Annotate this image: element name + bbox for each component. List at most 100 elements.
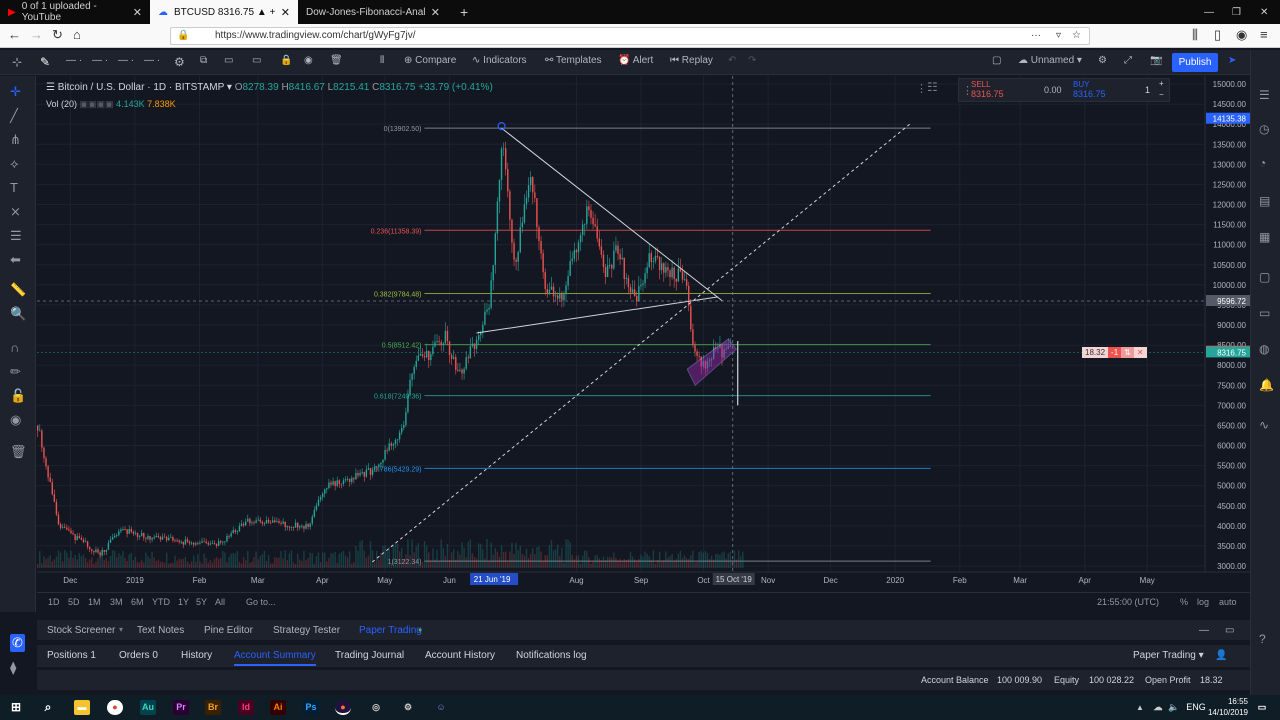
alert-button[interactable]: ⏰ Alert: [618, 55, 654, 66]
browser-tab-image[interactable]: Dow-Jones-Fibonacci-Analysis.png ✕: [298, 0, 448, 24]
lock-all-icon[interactable]: 🔓: [10, 388, 27, 403]
drag-handle-icon[interactable]: ⋮: [916, 83, 927, 95]
sell-button[interactable]: SELL 8316.75: [971, 80, 1031, 100]
minimize-panel-icon[interactable]: —: [1199, 625, 1209, 636]
range-all[interactable]: All: [215, 597, 226, 607]
replay-button[interactable]: ⏮ Replay: [670, 55, 713, 66]
sidebar-icon[interactable]: ▯: [1214, 27, 1222, 42]
steam-icon[interactable]: ⚙: [403, 702, 413, 712]
range-5y[interactable]: 5Y: [196, 597, 208, 607]
tab-account-history[interactable]: Account History: [425, 650, 496, 661]
depth-icon[interactable]: ☷: [927, 80, 938, 94]
publish-button[interactable]: Publish: [1172, 53, 1218, 72]
menu-icon[interactable]: ≡: [1260, 27, 1268, 42]
qty-down-icon[interactable]: −: [1159, 90, 1164, 99]
tab-pine-editor[interactable]: Pine Editor: [204, 625, 253, 636]
windows-start-icon[interactable]: ⊞: [10, 700, 22, 714]
tab-history[interactable]: History: [181, 650, 213, 661]
streams-icon[interactable]: ◍: [1259, 342, 1270, 356]
lock-drawing-icon[interactable]: 🔒: [280, 55, 293, 66]
trash-icon[interactable]: 🗑: [330, 55, 343, 66]
new-tab-button[interactable]: +: [460, 4, 469, 20]
obs-icon[interactable]: ◎: [372, 702, 380, 712]
chrome-icon[interactable]: ●: [107, 700, 123, 715]
gann-tool-icon[interactable]: ⨯: [10, 204, 21, 219]
brush-icon[interactable]: ✎: [40, 55, 51, 69]
discord-icon[interactable]: ☺: [436, 702, 446, 712]
ideas-stream-icon[interactable]: ▭: [1259, 306, 1271, 320]
layers-icon[interactable]: ▭: [224, 55, 234, 66]
crosshair-icon[interactable]: ⊹: [12, 55, 23, 69]
templates-button[interactable]: ⚯ Templates: [545, 55, 602, 66]
notifications-icon[interactable]: 🔔: [1259, 378, 1274, 392]
hide-all-icon[interactable]: ◉: [10, 412, 22, 427]
hide-icon[interactable]: ▭: [252, 55, 262, 66]
log-toggle[interactable]: log: [1197, 597, 1210, 607]
range-ytd[interactable]: YTD: [152, 597, 170, 607]
goto-button[interactable]: Go to...: [246, 597, 276, 607]
bar-style-icon[interactable]: ⫴: [380, 55, 385, 66]
broker-select[interactable]: Paper Trading ▾: [1133, 650, 1204, 661]
buy-button[interactable]: BUY 8316.75: [1073, 80, 1133, 100]
line-width-icon[interactable]: — ·: [92, 55, 109, 66]
calendar-icon[interactable]: ▦: [1259, 230, 1271, 244]
alerts-clock-icon[interactable]: ◷: [1259, 122, 1270, 136]
tab-paper-trading[interactable]: Paper Trading: [359, 625, 422, 636]
eye-icon[interactable]: ◉: [304, 55, 313, 66]
price-chart[interactable]: 15000.0014500.0014000.0013500.0013000.00…: [37, 76, 1250, 590]
layout-button[interactable]: ☁ Unnamed ▾: [1018, 55, 1082, 66]
browser-tab-tradingview[interactable]: ☁ BTCUSD 8316.75 ▲ +0.41% Unr ✕: [150, 0, 298, 24]
remove-drawings-icon[interactable]: 🗑: [10, 444, 27, 459]
compare-button[interactable]: ⊕ Compare: [404, 55, 457, 66]
screener-chevron-icon[interactable]: ▾: [119, 625, 124, 634]
range-6m[interactable]: 6M: [131, 597, 144, 607]
tab-orders[interactable]: Orders 0: [119, 650, 158, 661]
language-indicator[interactable]: ENG: [1186, 702, 1206, 712]
chart-settings-icon[interactable]: ⚙: [1098, 55, 1107, 66]
illustrator-icon[interactable]: Ai: [270, 700, 286, 715]
watchlist-icon[interactable]: ☰: [1259, 88, 1270, 102]
ideas-icon[interactable]: ✆: [10, 634, 25, 652]
symbol-menu-icon[interactable]: ▾: [226, 82, 232, 93]
clone-icon[interactable]: ⧉: [200, 55, 208, 66]
arrow-tool-icon[interactable]: ⬅: [10, 252, 21, 267]
percent-toggle[interactable]: %: [1180, 597, 1189, 607]
range-5d[interactable]: 5D: [68, 597, 80, 607]
search-icon[interactable]: ⌕: [44, 700, 52, 714]
undo-icon[interactable]: ↶: [728, 55, 737, 66]
hotlist-icon[interactable]: ▤: [1259, 194, 1271, 208]
browser-tab-youtube[interactable]: ▶ 0 of 1 uploaded - YouTube ✕: [0, 0, 150, 24]
panel-handle-icon[interactable]: ⋮: [962, 85, 973, 97]
fib-tool-icon[interactable]: ☰: [10, 228, 22, 243]
tab-stock-screener[interactable]: Stock Screener: [47, 625, 116, 636]
indesign-icon[interactable]: Id: [238, 700, 254, 715]
network-icon[interactable]: ☁: [1153, 702, 1163, 712]
line-style-icon[interactable]: — ·: [66, 55, 83, 66]
order-panel-icon[interactable]: ∿: [1259, 418, 1270, 432]
close-tab-icon[interactable]: ✕: [430, 6, 440, 19]
range-3m[interactable]: 3M: [110, 597, 123, 607]
pattern-tool-icon[interactable]: ⟡: [10, 156, 19, 171]
collapse-legend-icon[interactable]: ☰: [46, 82, 55, 93]
help-icon[interactable]: ?: [1259, 632, 1266, 646]
data-window-icon[interactable]: ◔: [1259, 156, 1267, 170]
line-type-icon[interactable]: — ·: [118, 55, 135, 66]
pitchfork-tool-icon[interactable]: ⋔: [10, 132, 21, 147]
window-close-icon[interactable]: ✕: [1260, 6, 1269, 18]
bridge-icon[interactable]: Br: [205, 700, 221, 715]
settings-gear-icon[interactable]: ⚙: [174, 55, 185, 69]
tab-text-notes[interactable]: Text Notes: [137, 625, 185, 636]
publish-arrow-icon[interactable]: ➤: [1228, 55, 1237, 66]
maximize-icon[interactable]: ❐: [1232, 6, 1241, 18]
qty-up-icon[interactable]: +: [1159, 79, 1164, 88]
close-tab-icon[interactable]: ✕: [132, 6, 142, 19]
clock-time[interactable]: 21:55:00 (UTC): [1097, 597, 1160, 607]
clock[interactable]: 16:55 14/10/2019: [1200, 696, 1248, 718]
fullscreen-icon[interactable]: ⤢: [1124, 55, 1132, 66]
symbol-legend[interactable]: ☰ Bitcoin / U.S. Dollar · 1D · BITSTAMP …: [46, 82, 493, 93]
bookmark-star-icon[interactable]: ☆: [1072, 30, 1081, 41]
tray-chevron-icon[interactable]: ▲: [1136, 703, 1144, 712]
stay-drawing-icon[interactable]: ✏: [10, 364, 21, 379]
pocket-icon[interactable]: ▿: [1055, 30, 1061, 41]
line-end-icon[interactable]: — ·: [144, 55, 161, 66]
